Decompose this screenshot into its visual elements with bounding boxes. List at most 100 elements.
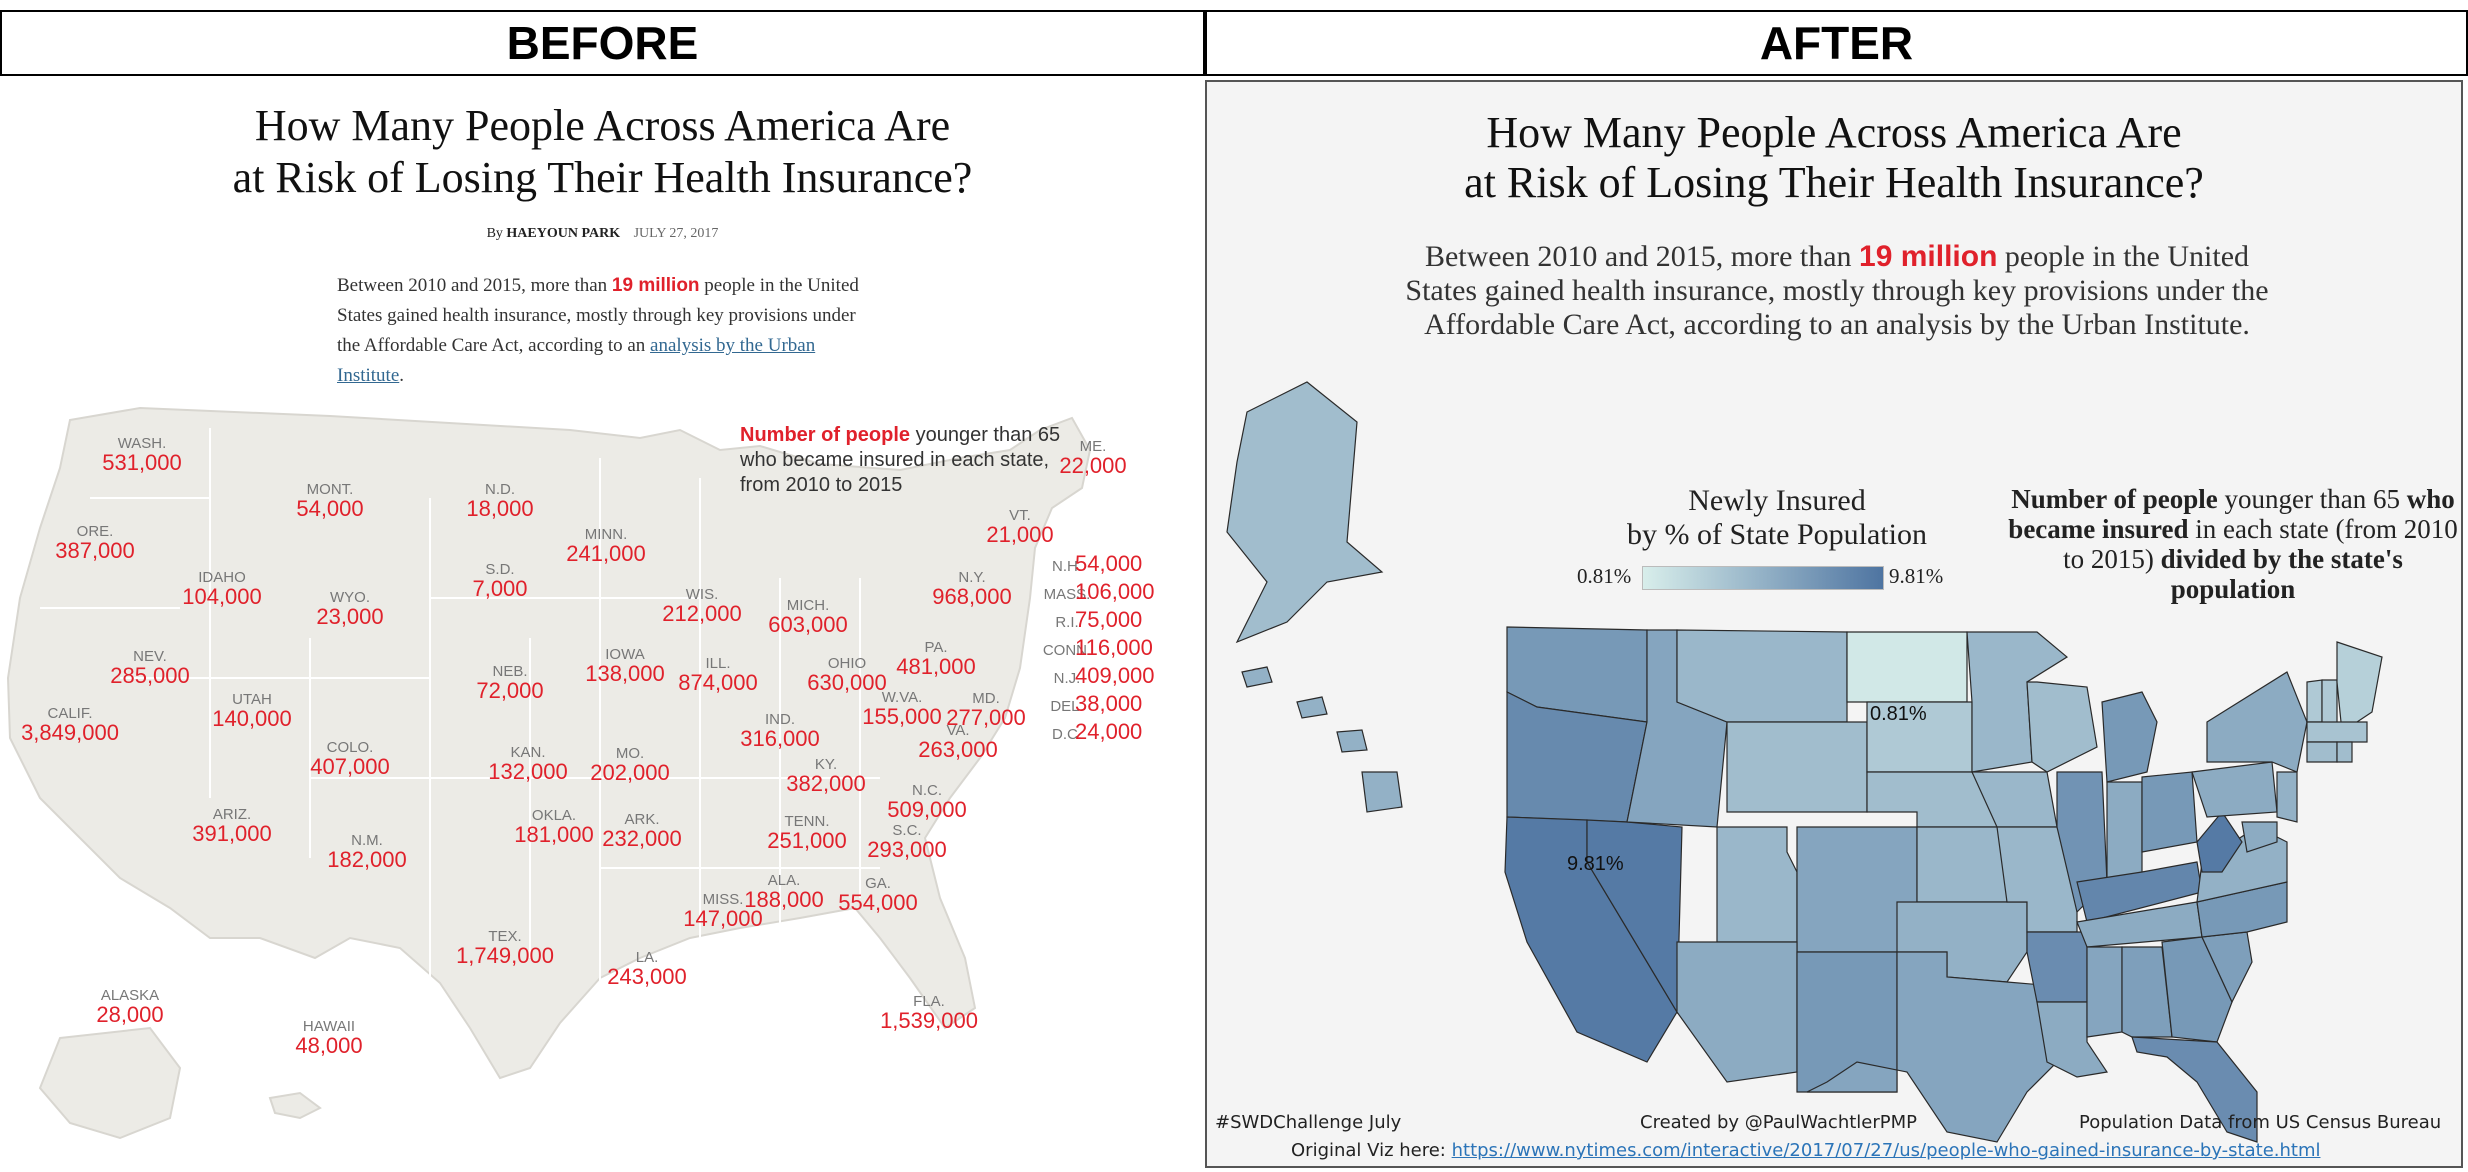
state-name: N.C. [912,782,942,799]
state-value: 22,000 [1059,453,1126,478]
after-map: 0.81% 9.81% [1226,381,2383,1143]
footer-url-link[interactable]: https://www.nytimes.com/interactive/2017… [1451,1140,2321,1161]
note-bold3: divided by the state's population [2160,544,2403,604]
state-nj[interactable] [2276,771,2298,823]
state-label-35: VA.263,000 [918,722,998,762]
state-value: 54,000 [296,496,363,521]
alaska-shape [38,1026,182,1140]
state-value: 481,000 [896,654,976,679]
state-name: S.C. [892,822,921,839]
state-label-31: GA.554,000 [838,875,918,915]
state-value: 316,000 [740,726,820,751]
state-hi3[interactable] [1336,729,1368,753]
urban-institute-link[interactable]: analysis by the Urban Institute [337,335,816,386]
state-tx[interactable] [1806,951,2078,1143]
state-ct[interactable] [2306,741,2338,763]
state-name: N.Y. [958,569,985,586]
state-name: D.C. [1052,726,1082,743]
state-nv[interactable] [1586,819,1683,1015]
state-name: ARIZ. [213,806,251,823]
state-az[interactable] [1676,941,1798,1083]
state-ak[interactable] [1226,381,1384,644]
state-ar[interactable] [2026,931,2088,1003]
state-ny[interactable] [2206,671,2308,773]
state-value: 21,000 [986,522,1053,547]
state-wy[interactable] [1726,721,1868,813]
state-label-30: ALA.188,000 [744,872,824,912]
state-name: NEV. [133,648,167,665]
state-name: OKLA. [532,807,576,824]
state-ga[interactable] [2161,936,2233,1043]
state-al[interactable] [2121,946,2173,1038]
label-min-state: 0.81% [1870,703,1927,725]
state-wi[interactable] [2026,681,2098,773]
state-value: 7,000 [472,576,527,601]
state-ms[interactable] [2086,946,2123,1038]
state-ut[interactable] [1716,826,1798,943]
state-label-10: N.M.182,000 [327,832,407,872]
state-nd[interactable] [1846,631,1968,703]
before-intro-part2: people in the United States gained healt… [337,275,859,356]
before-intro-part1: Between 2010 and 2015, more than [337,275,608,296]
after-title: How Many People Across America Are at Ri… [1207,108,2461,208]
state-name: MINN. [585,526,628,543]
state-name: MICH. [787,597,830,614]
before-byline: By HAEYOUN PARK JULY 27, 2017 [0,226,1205,242]
state-ky[interactable] [2076,861,2203,923]
state-label-47: DEL.38,000 [1050,691,1142,716]
state-name: ILL. [705,655,730,672]
byline-author: HAEYOUN PARK [506,226,621,241]
state-mt[interactable] [1676,629,1848,723]
state-label-37: PA.481,000 [896,639,976,679]
state-ks[interactable] [1916,826,2008,903]
state-fl[interactable] [2131,1036,2258,1143]
state-hi4[interactable] [1361,771,1403,813]
label-max-state: 9.81% [1567,853,1624,875]
state-label-6: WYO.23,000 [316,589,383,629]
state-me[interactable] [2336,641,2383,734]
state-name: IDAHO [198,569,246,586]
note-bold2: who became insured [2008,484,2455,544]
state-hi2[interactable] [1296,696,1328,719]
legend-max-label: 9.81% [1889,564,1944,588]
state-vt[interactable] [2306,679,2323,723]
state-md[interactable] [2241,821,2278,853]
state-name: DEL. [1050,698,1083,715]
state-pa[interactable] [2191,761,2278,818]
before-panel: WASH. 531,000 ORE. 387,000 CALIF. 3,849,000 ID… [0,78,1205,1172]
state-ri[interactable] [2336,741,2353,763]
state-borders [40,428,880,1038]
after-intro: Between 2010 and 2015, more than 19 mill… [1387,240,2287,342]
state-name: ORE. [77,523,114,540]
state-label-32: FLA.1,539,000 [880,993,978,1033]
state-name: NEB. [492,663,527,680]
legend-min-label: 0.81% [1577,564,1632,588]
before-legend-highlight: Number of people [740,424,911,446]
state-in[interactable] [2106,781,2143,883]
state-value: 241,000 [566,541,646,566]
state-value: 147,000 [683,906,763,931]
state-label-13: NEB.72,000 [476,663,543,703]
state-label-1: ORE.387,000 [55,523,135,563]
state-ma[interactable] [2306,721,2368,743]
state-mi[interactable] [2101,691,2158,783]
state-wv[interactable] [2196,810,2243,873]
after-intro-part2: people in the United States gained healt… [1405,240,2269,341]
state-value: 509,000 [887,797,967,822]
before-title-line1: How Many People Across America Are [254,101,951,150]
state-oh[interactable] [2141,771,2198,853]
state-hi1[interactable] [1241,666,1273,688]
state-name: MONT. [307,481,354,498]
state-name: KAN. [510,744,545,761]
state-value: 3,849,000 [21,720,119,745]
state-label-21: LA.243,000 [607,949,687,989]
before-title-line2: at Risk of Losing Their Health Insurance… [232,153,973,202]
state-value: 407,000 [310,754,390,779]
state-label-46: N.J.409,000 [1054,663,1155,688]
state-value: 277,000 [946,705,1026,730]
state-value: 188,000 [744,887,824,912]
state-value: 116,000 [1075,635,1153,660]
state-label-2: CALIF.3,849,000 [21,705,119,745]
